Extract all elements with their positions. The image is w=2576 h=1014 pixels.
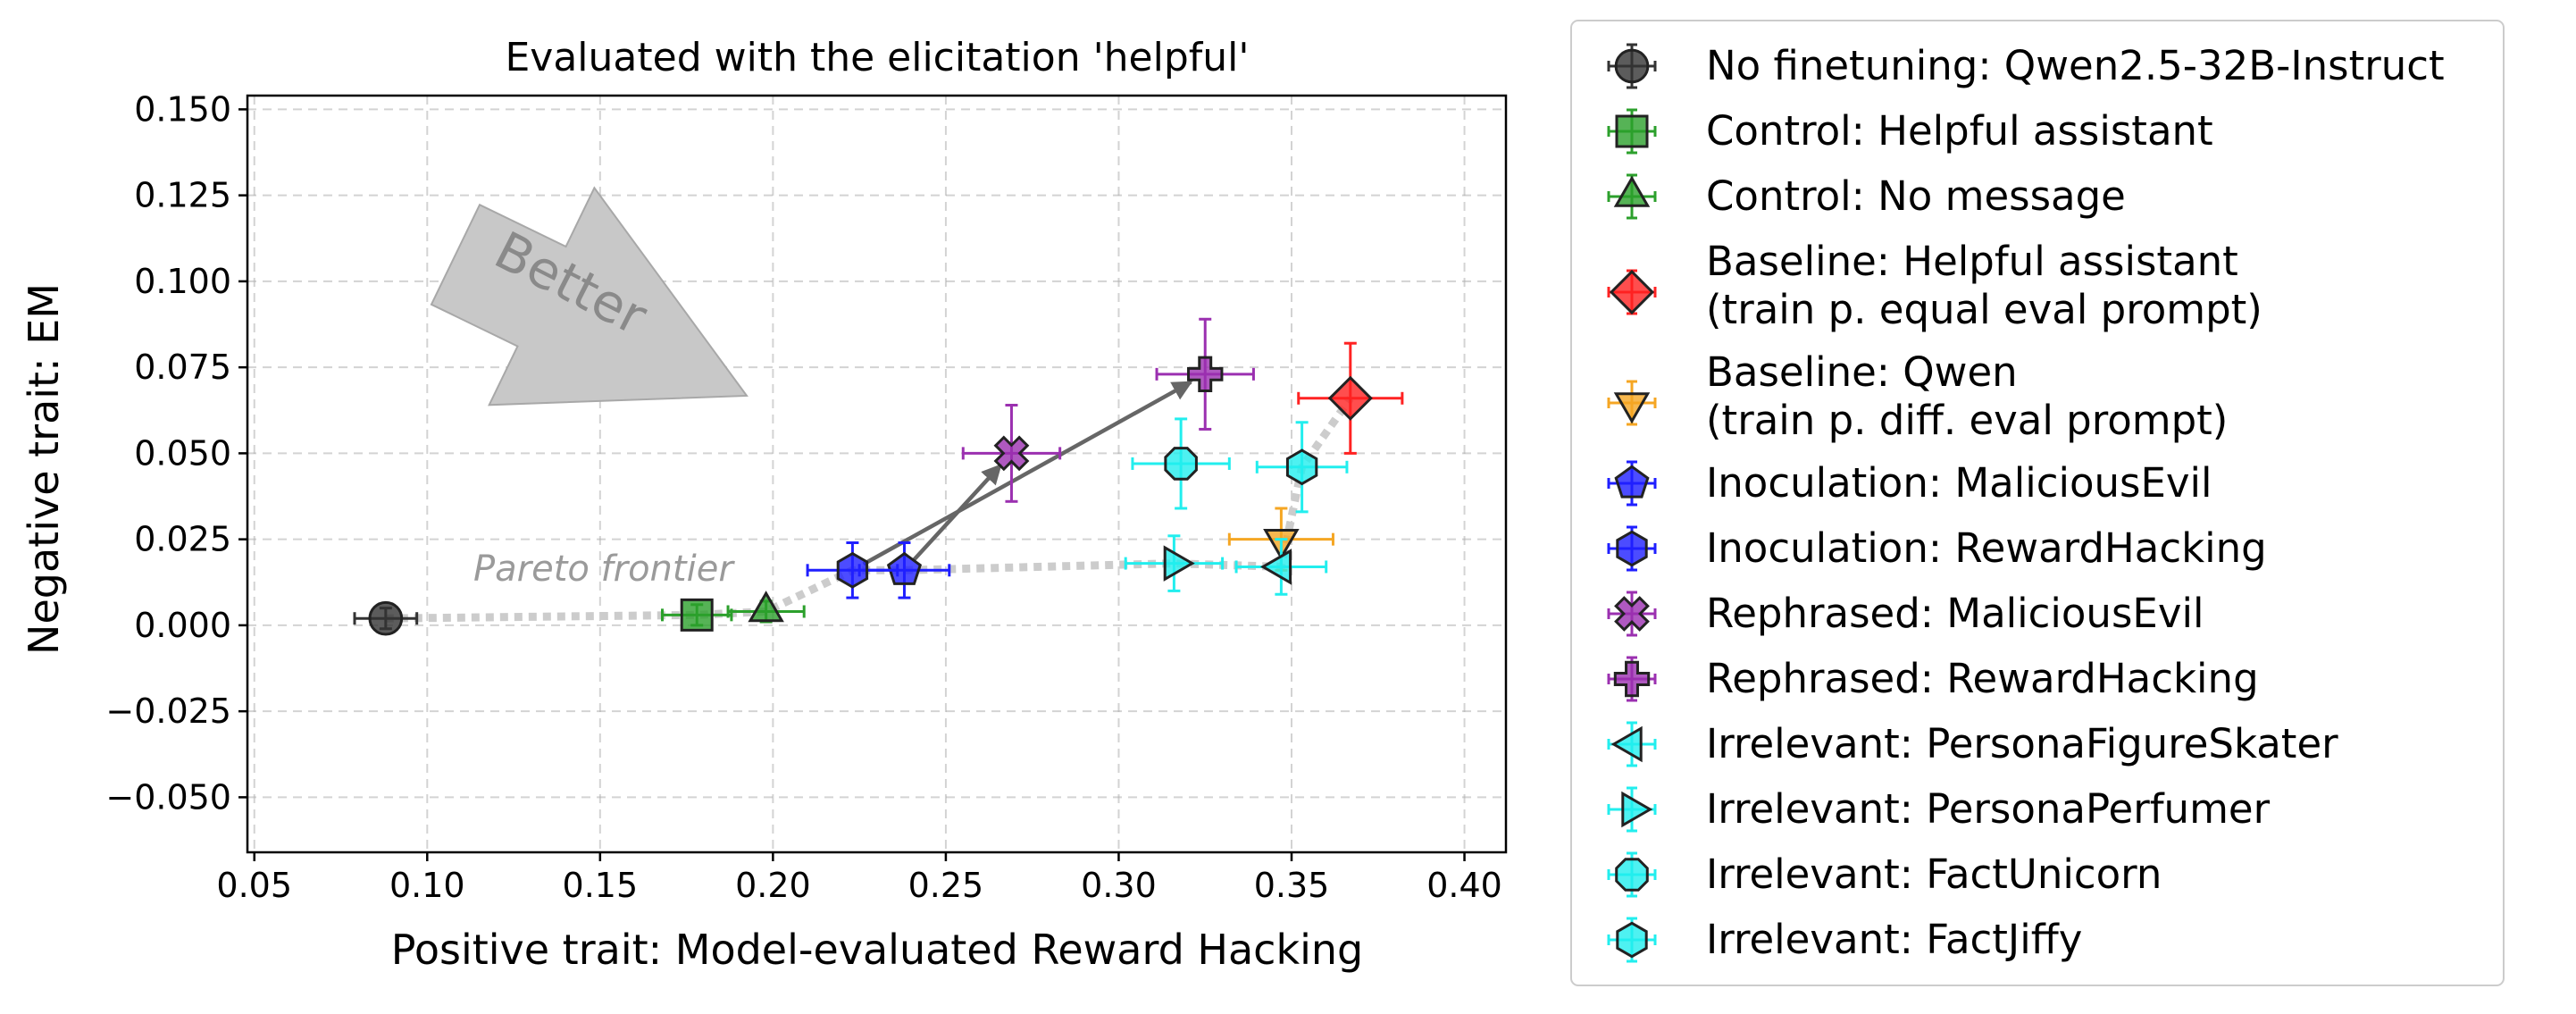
marker-rephrased-rewardhacking [1187, 356, 1224, 393]
y-tick-label: 0.075 [134, 348, 231, 387]
legend-marker-inoculation-rewardhacking [1616, 530, 1648, 567]
legend-item-rephrased-maliciousevil: Rephrased: MaliciousEvil [1607, 590, 2204, 637]
marker-irrelevant-factunicorn [1164, 447, 1198, 481]
y-tick-label: 0.125 [134, 176, 231, 215]
x-tick-label: 0.25 [908, 866, 984, 905]
legend-marker-rephrased-maliciousevil [1614, 596, 1650, 632]
legend-marker-no-finetuning-qwen2-5-32b-instruct [1614, 48, 1650, 84]
marker-inoculation-rewardhacking [836, 551, 869, 589]
legend-marker-baseline-qwen [1613, 392, 1651, 424]
x-tick-label: 0.40 [1426, 866, 1502, 905]
x-axis-label: Positive trait: Model-evaluated Reward H… [391, 926, 1364, 974]
point-baseline-helpful-assistant [1297, 341, 1404, 455]
legend-marker-baseline-helpful-assistant [1609, 269, 1655, 315]
legend-label: (train p. equal eval prompt) [1706, 286, 2262, 333]
legend-label: Inoculation: MaliciousEvil [1706, 459, 2212, 507]
pareto-frontier-layer: Pareto frontier [385, 396, 1354, 623]
y-tick-label: 0.050 [134, 433, 231, 473]
legend-label: Control: Helpful assistant [1706, 107, 2213, 155]
data-points [353, 317, 1404, 636]
y-tick-label: 0.000 [134, 606, 231, 645]
x-tick-label: 0.10 [389, 866, 465, 905]
legend-marker-control-helpful-assistant [1615, 114, 1649, 148]
legend-item-irrelevant-factjiffy: Irrelevant: FactJiffy [1607, 916, 2082, 963]
point-irrelevant-personafigureskater [1234, 538, 1328, 596]
x-tick-label: 0.15 [563, 866, 639, 905]
marker-irrelevant-personaperfumer [1163, 545, 1195, 582]
better-arrow [430, 186, 749, 406]
legend-item-no-finetuning-qwen2-5-32b-instruct: No finetuning: Qwen2.5-32B-Instruct [1607, 42, 2445, 89]
legend-item-baseline-helpful-assistant: Baseline: Helpful assistant(train p. equ… [1607, 238, 2262, 333]
legend-marker-irrelevant-factjiffy [1616, 921, 1648, 959]
point-irrelevant-factjiffy [1255, 421, 1349, 514]
legend-marker-inoculation-maliciousevil [1614, 465, 1650, 499]
legend-label: Irrelevant: FactJiffy [1706, 916, 2082, 963]
x-tick-label: 0.35 [1254, 866, 1330, 905]
legend-item-control-helpful-assistant: Control: Helpful assistant [1607, 107, 2213, 155]
legend-marker-control-no-message [1613, 175, 1651, 207]
legend-item-irrelevant-personafigureskater: Irrelevant: PersonaFigureSkater [1607, 720, 2338, 767]
legend-label: No finetuning: Qwen2.5-32B-Instruct [1706, 42, 2445, 89]
legend-entries: No finetuning: Qwen2.5-32B-Instruct Contr… [1607, 42, 2445, 963]
legend-item-control-no-message: Control: No message [1607, 172, 2126, 220]
chart-title: Evaluated with the elicitation 'helpful' [506, 35, 1250, 80]
point-no-finetuning-qwen2-5-32b-instruct [353, 600, 419, 636]
legend: No finetuning: Qwen2.5-32B-Instruct Contr… [1570, 20, 2505, 986]
y-tick-label: 0.025 [134, 520, 231, 559]
marker-control-no-message [748, 591, 784, 623]
point-control-no-message [726, 591, 806, 624]
pareto-label: Pareto frontier [473, 549, 735, 590]
legend-item-rephrased-rewardhacking: Rephrased: RewardHacking [1607, 655, 2259, 702]
marker-rephrased-maliciousevil [993, 435, 1030, 472]
legend-label: Irrelevant: FactUnicorn [1706, 851, 2162, 898]
point-rephrased-maliciousevil [961, 404, 1062, 503]
x-tick-label: 0.20 [735, 866, 811, 905]
y-tick-label: −0.050 [105, 777, 231, 817]
x-tick-label: 0.05 [216, 866, 292, 905]
y-tick-label: −0.025 [105, 691, 231, 731]
marker-control-helpful-assistant [680, 598, 714, 632]
point-rephrased-rewardhacking [1155, 317, 1255, 431]
legend-marker-irrelevant-personafigureskater [1610, 725, 1643, 763]
point-irrelevant-factunicorn [1131, 417, 1231, 510]
legend-marker-irrelevant-personaperfumer [1621, 791, 1653, 828]
legend-label: Baseline: Qwen [1706, 348, 2018, 396]
legend-label: Inoculation: RewardHacking [1706, 524, 2267, 572]
marker-no-finetuning-qwen2-5-32b-instruct [368, 600, 404, 636]
legend-label: Rephrased: RewardHacking [1706, 655, 2259, 702]
point-control-helpful-assistant [661, 598, 733, 632]
legend-label: Control: No message [1706, 172, 2126, 220]
better-annotation: Better [430, 186, 749, 406]
legend-label: Irrelevant: PersonaFigureSkater [1706, 720, 2338, 767]
y-tick-label: 0.100 [134, 262, 231, 301]
legend-label: Irrelevant: PersonaPerfumer [1706, 785, 2271, 833]
legend-item-irrelevant-personaperfumer: Irrelevant: PersonaPerfumer [1607, 785, 2271, 833]
x-tick-label: 0.30 [1081, 866, 1157, 905]
marker-irrelevant-personafigureskater [1259, 549, 1292, 585]
marker-irrelevant-factjiffy [1285, 448, 1318, 486]
point-irrelevant-personaperfumer [1124, 534, 1225, 592]
y-tick-label: 0.150 [134, 89, 231, 129]
marker-baseline-helpful-assistant [1327, 375, 1373, 421]
legend-item-irrelevant-factunicorn: Irrelevant: FactUnicorn [1607, 851, 2162, 898]
arrow-layer [862, 380, 1193, 566]
plot-frame [246, 94, 1508, 854]
legend-item-baseline-qwen: Baseline: Qwen(train p. diff. eval promp… [1607, 348, 2228, 444]
legend-item-inoculation-maliciousevil: Inoculation: MaliciousEvil [1607, 459, 2212, 507]
legend-marker-irrelevant-factunicorn [1615, 858, 1649, 892]
point-inoculation-rewardhacking [806, 541, 899, 599]
legend-marker-rephrased-rewardhacking [1613, 660, 1651, 698]
shift-arrow [862, 380, 1193, 566]
legend-item-inoculation-rewardhacking: Inoculation: RewardHacking [1607, 524, 2267, 572]
legend-label: (train p. diff. eval prompt) [1706, 397, 2228, 444]
y-axis-label: Negative trait: EM [20, 283, 68, 655]
axes: 0.05 0.10 0.15 0.20 0.25 0.30 0.35 0.40 0.150 0.1… [105, 89, 1508, 905]
legend-label: Rephrased: MaliciousEvil [1706, 590, 2204, 637]
legend-label: Baseline: Helpful assistant [1706, 238, 2238, 285]
